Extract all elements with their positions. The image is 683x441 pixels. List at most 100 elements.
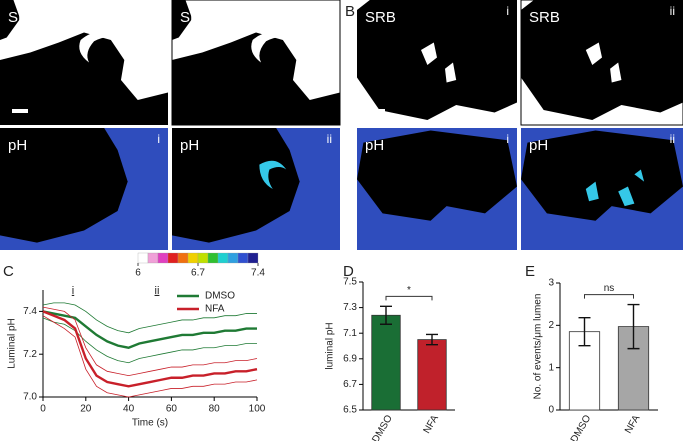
region <box>521 0 683 120</box>
error-bar <box>380 305 392 325</box>
region <box>357 0 517 120</box>
y-tick-label: 7.1 <box>343 328 357 339</box>
image-tile <box>357 128 517 250</box>
panel-letter: C <box>3 263 14 280</box>
colorbar-swatch <box>197 252 209 264</box>
colorbar-swatch <box>147 252 159 264</box>
significance-label: ns <box>604 283 615 294</box>
region <box>172 0 193 40</box>
signal <box>585 169 645 207</box>
image-tile <box>521 128 683 250</box>
y-tick-label: 1 <box>548 362 554 373</box>
x-tick-label: NFA <box>422 413 441 436</box>
significance-label: * <box>407 285 411 296</box>
tile-label: i <box>506 132 509 146</box>
y-tick-label: 6.9 <box>343 353 357 364</box>
y-tick-label: 6.7 <box>343 379 357 390</box>
image-label: pH <box>529 137 548 154</box>
error-bar <box>426 333 438 346</box>
colorbar-swatch <box>157 252 169 264</box>
scale-bar <box>12 109 28 113</box>
image-label: SRB <box>365 9 396 26</box>
significance-bracket <box>584 294 634 299</box>
region <box>0 128 128 243</box>
image-label: SRB <box>8 9 39 26</box>
tile-content <box>521 130 683 221</box>
scale-bar <box>369 109 385 113</box>
legend-label: DMSO <box>205 291 235 302</box>
y-tick-label: 6.5 <box>343 405 357 416</box>
colorbar-swatch <box>247 252 259 264</box>
signal <box>79 31 125 63</box>
y-tick-label: 7.5 <box>343 277 357 288</box>
y-tick-label: 0 <box>548 405 554 416</box>
legend-label: NFA <box>205 304 225 315</box>
colorbar-swatch <box>207 252 219 264</box>
tile-content <box>521 0 683 120</box>
signal <box>585 42 622 83</box>
x-tick-label: 40 <box>123 404 135 415</box>
y-tick-label: 2 <box>548 320 554 331</box>
colorbar-tick-label: 6.7 <box>191 268 205 279</box>
tile-label: i <box>506 4 509 18</box>
image-tile <box>172 128 340 250</box>
panel-border <box>520 0 683 126</box>
colorbar-swatch <box>217 252 229 264</box>
y-axis-label: luminal pH <box>325 322 336 369</box>
bar <box>371 314 401 411</box>
annotation: i <box>72 285 74 297</box>
image-tile <box>0 0 168 125</box>
tile-label: ii <box>327 4 332 18</box>
signal <box>421 42 457 83</box>
panel-border <box>171 0 341 126</box>
image-label: pH <box>180 137 199 154</box>
panel-letter: B <box>345 3 355 20</box>
bar <box>417 339 447 411</box>
colorbar-tick-label: 7.4 <box>251 268 265 279</box>
tile-label: i <box>157 4 160 18</box>
tile-label: ii <box>327 132 332 146</box>
image-tile <box>0 128 168 250</box>
region <box>521 130 683 221</box>
tile-content <box>357 0 517 120</box>
x-tick-label: 60 <box>166 404 178 415</box>
error-bar <box>627 303 640 350</box>
error-line <box>42 317 257 364</box>
x-axis-label: Time (s) <box>132 418 168 429</box>
region <box>172 128 300 243</box>
region <box>0 32 168 125</box>
x-tick-label: 80 <box>209 404 221 415</box>
significance-bracket <box>385 295 433 301</box>
signal <box>251 31 297 63</box>
x-tick-label: 0 <box>40 404 46 415</box>
y-tick-label: 7.0 <box>23 392 37 403</box>
colorbar-swatch <box>167 252 179 264</box>
x-tick-label: DMSO <box>370 413 395 441</box>
colorbar-swatch <box>177 252 189 264</box>
region <box>357 130 517 221</box>
y-tick-label: 7.3 <box>343 302 357 313</box>
y-tick-label: 3 <box>548 278 554 289</box>
region <box>0 0 21 40</box>
tile-content <box>0 0 168 125</box>
image-label: pH <box>365 137 384 154</box>
image-tile <box>357 0 517 125</box>
tile-content <box>172 128 300 243</box>
tile-label: ii <box>670 4 675 18</box>
region <box>172 32 340 125</box>
tile-content <box>357 130 517 221</box>
y-tick-label: 7.4 <box>23 306 37 317</box>
colorbar-swatch <box>137 252 149 264</box>
colorbar-swatch <box>237 252 249 264</box>
colorbar-swatch <box>227 252 239 264</box>
annotation: ii <box>155 285 160 297</box>
image-tile <box>172 0 340 125</box>
signal <box>259 160 287 189</box>
tile-label: ii <box>670 132 675 146</box>
series-line <box>42 310 257 350</box>
image-tile <box>521 0 683 125</box>
x-tick-label: DMSO <box>569 413 594 441</box>
panel-letter: E <box>525 263 535 280</box>
error-bar <box>578 317 591 347</box>
